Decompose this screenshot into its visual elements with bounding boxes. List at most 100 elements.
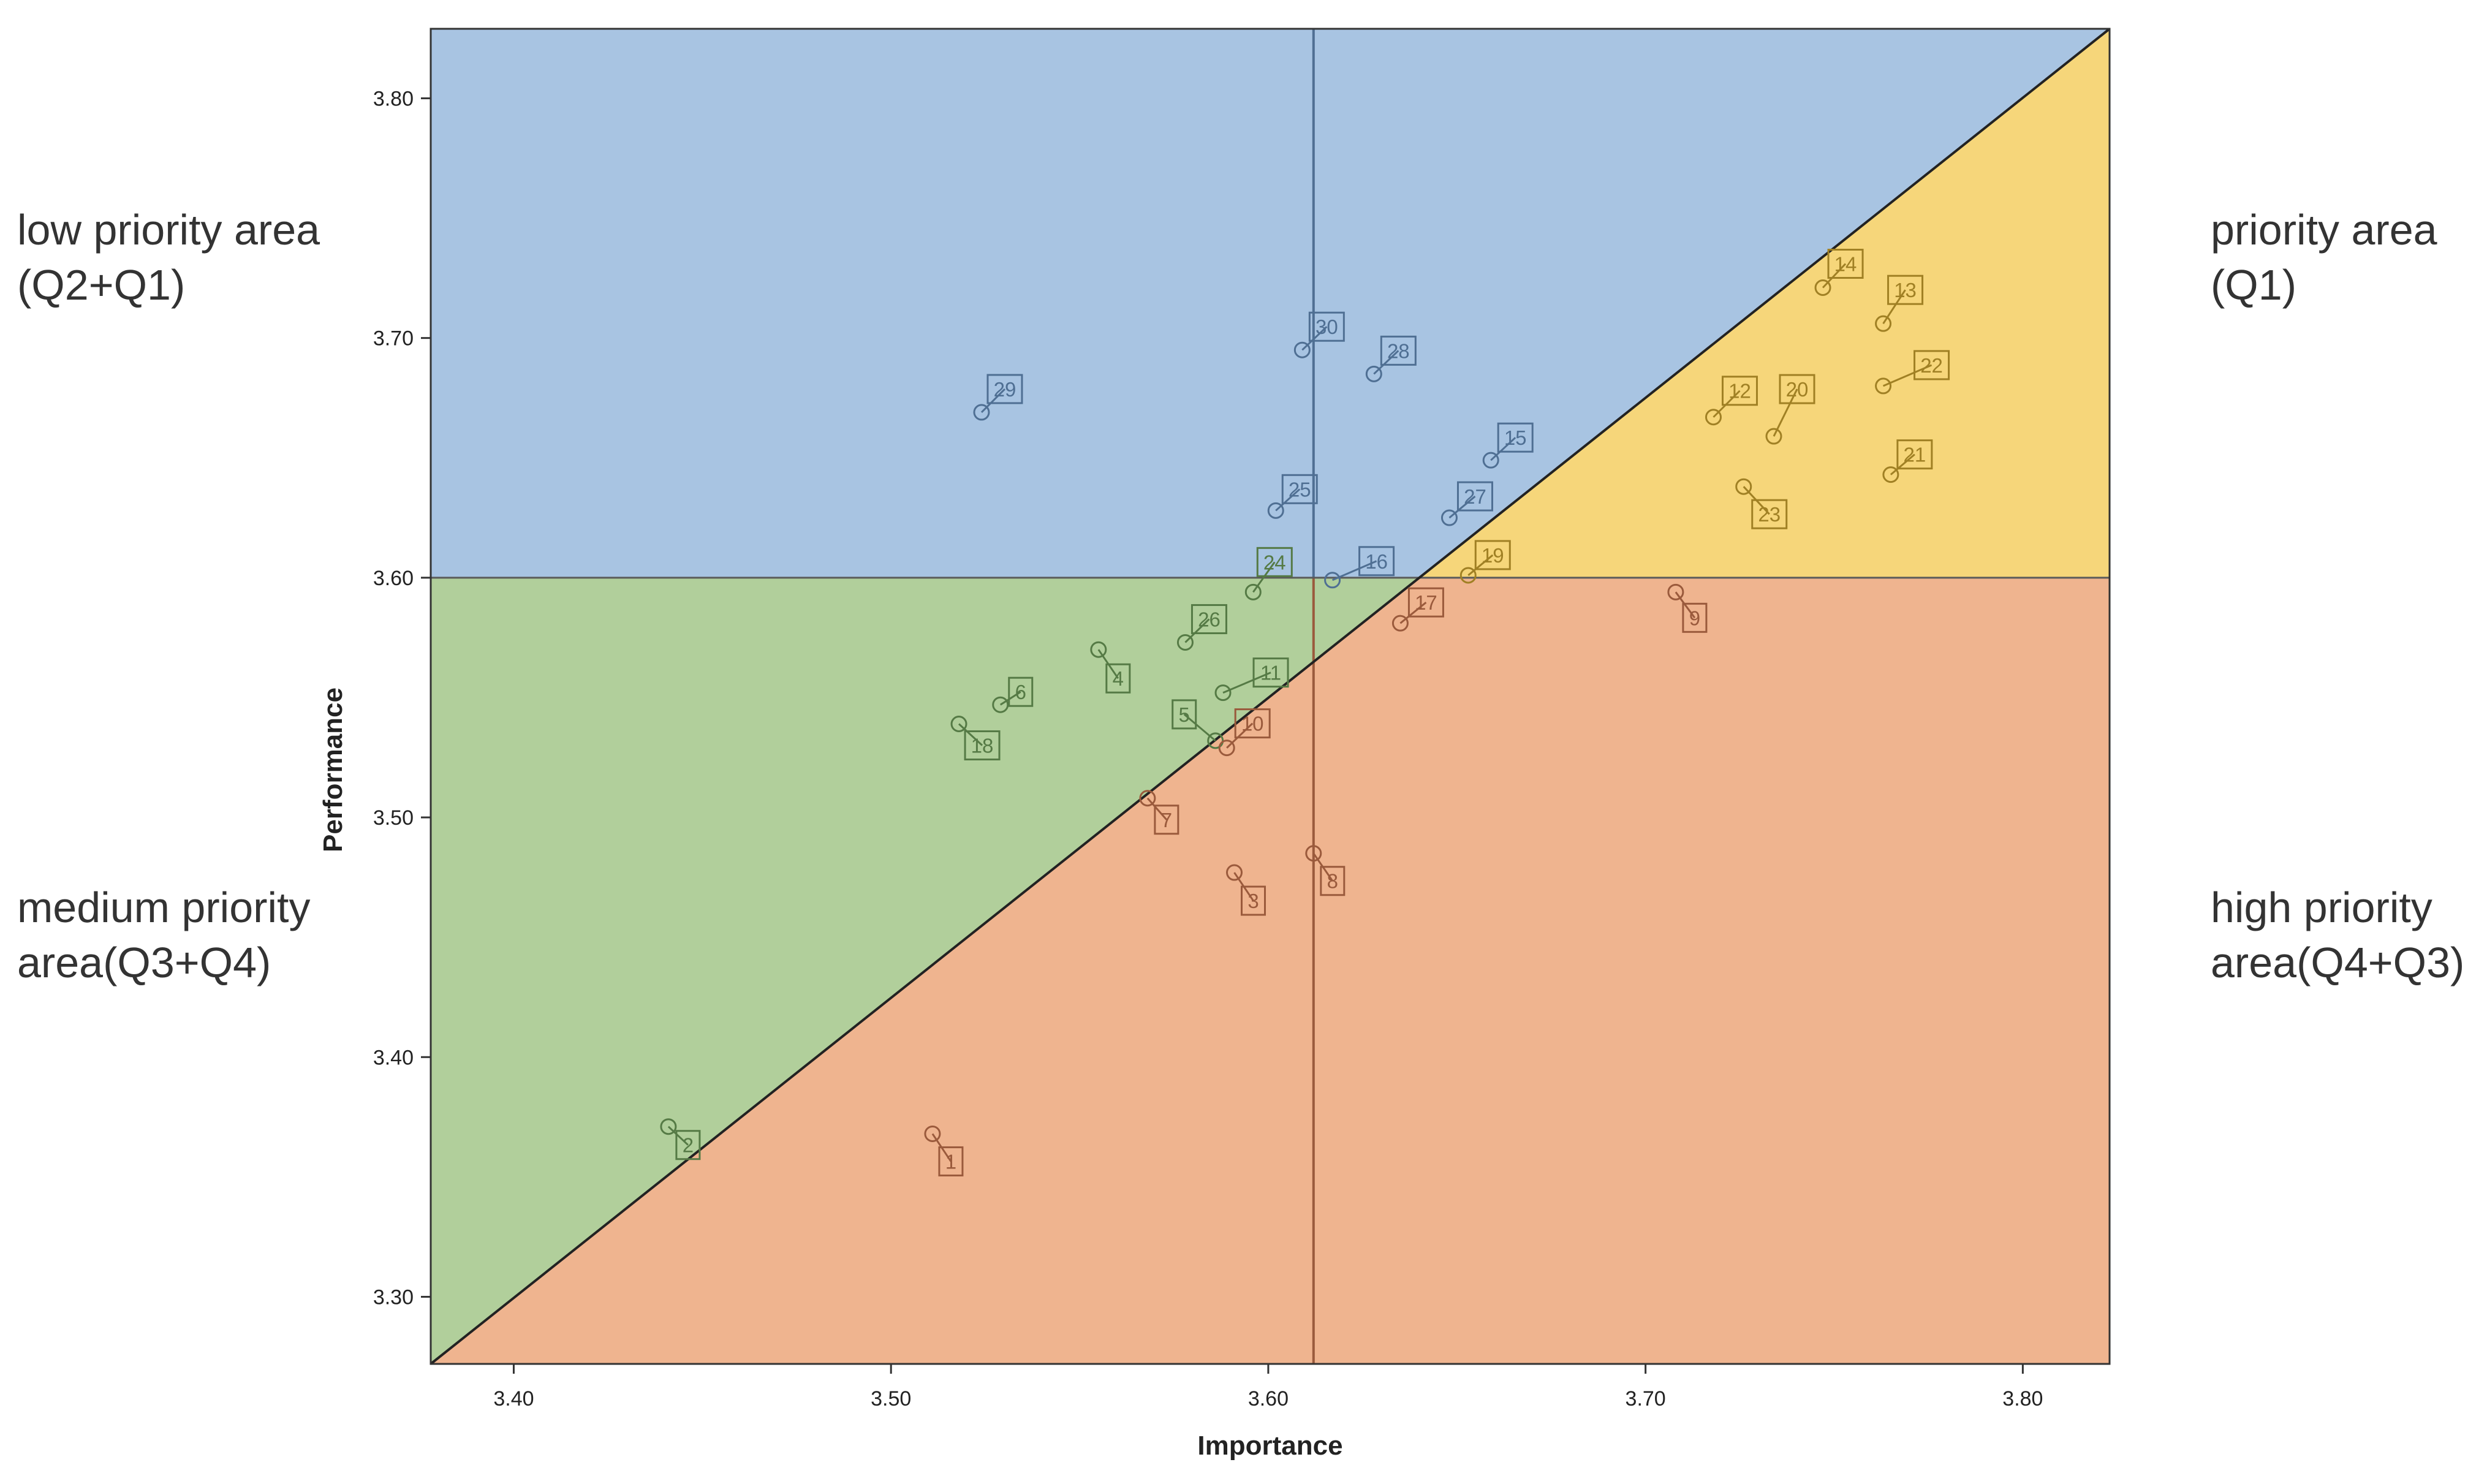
point-27-leader [1448, 495, 1476, 519]
point-27-marker [1440, 509, 1458, 526]
x-axis-label: Importance [1197, 1431, 1342, 1461]
y-tick-label: 3.60 [373, 567, 414, 590]
point-26-leader [1184, 618, 1210, 643]
point-6-label-box [1008, 676, 1034, 707]
point-7-label: 7 [1161, 809, 1172, 831]
point-10-marker [1218, 740, 1235, 757]
point-10-label: 10 [1241, 713, 1264, 735]
point-18-marker [950, 715, 967, 732]
point-23-label-box [1751, 499, 1788, 529]
point-15-leader [1490, 437, 1516, 461]
point-4-marker [1090, 641, 1107, 658]
point-21-label: 21 [1904, 444, 1926, 466]
point-21-leader [1890, 453, 1915, 475]
point-3-label-box [1241, 885, 1266, 916]
point-14-label-box [1827, 248, 1864, 279]
point-2-label-box [675, 1130, 701, 1160]
point-28-leader [1373, 350, 1399, 375]
y-axis-label: Performance [318, 687, 348, 852]
point-18-leader [958, 723, 983, 746]
point-6-leader [999, 691, 1021, 706]
point-17-marker [1391, 615, 1409, 632]
x-tick-label: 3.50 [871, 1387, 911, 1410]
point-20-marker [1765, 428, 1782, 445]
point-28-marker [1365, 365, 1382, 382]
point-5-label: 5 [1179, 703, 1190, 726]
point-20-label: 20 [1786, 378, 1809, 401]
x-tick-label: 3.80 [2002, 1387, 2043, 1410]
point-18-label-box [964, 730, 1001, 760]
point-12-marker [1705, 409, 1722, 426]
point-2-leader [667, 1126, 689, 1146]
point-4-label: 4 [1113, 667, 1124, 690]
point-8-label: 8 [1327, 870, 1338, 893]
point-17-leader [1399, 602, 1427, 624]
point-17-label: 17 [1415, 591, 1437, 614]
y-tick-label: 3.50 [373, 806, 414, 830]
medium-priority-area-label: medium priority area(Q3+Q4) [17, 884, 311, 986]
point-11-label: 11 [1260, 662, 1281, 684]
point-3-label: 3 [1247, 890, 1259, 912]
point-6-label: 6 [1015, 681, 1026, 703]
point-1-label: 1 [945, 1150, 956, 1173]
point-13-marker [1875, 315, 1892, 332]
point-1-marker [924, 1125, 941, 1142]
point-16-label-box [1358, 546, 1395, 577]
point-8-marker [1305, 845, 1322, 862]
point-9-leader [1675, 591, 1696, 619]
point-23-label: 23 [1758, 503, 1781, 526]
point-24-marker [1244, 583, 1262, 600]
point-20-leader [1773, 388, 1798, 437]
diagonal-line [430, 28, 2111, 1365]
point-30-leader [1301, 326, 1328, 351]
point-10-label-box [1234, 708, 1271, 739]
y-tick-label: 3.30 [373, 1285, 414, 1309]
point-20-label-box [1779, 374, 1815, 404]
point-29-label-box [986, 374, 1023, 404]
point-17-label-box [1407, 587, 1444, 618]
point-29-leader [980, 388, 1006, 413]
point-14-label: 14 [1834, 252, 1857, 275]
point-13-label-box [1887, 274, 1924, 305]
point-7-marker [1139, 790, 1156, 807]
x-tick-label: 3.40 [493, 1387, 534, 1410]
point-22-label-box [1914, 350, 1950, 380]
axes: 3.40 3.50 3.60 3.70 3.80 3.30 3.40 3.50 3.60 3.70… [373, 28, 2111, 1410]
point-1-label-box [938, 1146, 964, 1176]
high-priority-area-label: high priority area(Q4+Q3) [2211, 884, 2465, 986]
point-9-label: 9 [1689, 607, 1700, 629]
low-priority-area-label: low priority area (Q2+Q1) [17, 206, 320, 309]
point-2-label: 2 [683, 1134, 694, 1157]
low-priority-region [431, 29, 2110, 578]
point-24-label-box [1256, 547, 1293, 577]
point-2-marker [660, 1118, 677, 1135]
point-19-marker [1459, 567, 1477, 584]
y-tick-label: 3.40 [373, 1046, 414, 1069]
point-23-marker [1735, 478, 1752, 495]
reference-lines [430, 28, 2111, 1365]
point-15-marker [1482, 452, 1499, 469]
point-9-marker [1667, 583, 1684, 600]
point-30-marker [1293, 341, 1311, 358]
point-5-label-box [1172, 699, 1197, 730]
priority-area-label: priority area (Q1) [2211, 206, 2437, 309]
high-priority-region [431, 577, 2110, 1365]
point-24-label: 24 [1263, 551, 1286, 574]
point-21-label-box [1896, 439, 1933, 470]
point-28-label: 28 [1387, 339, 1410, 362]
point-22-leader [1882, 364, 1932, 387]
point-19-leader [1467, 554, 1494, 577]
x-tick-label: 3.60 [1248, 1387, 1289, 1410]
x-tick-label: 3.70 [1626, 1387, 1666, 1410]
point-11-marker [1214, 684, 1232, 702]
point-26-label: 26 [1198, 608, 1221, 630]
point-26-marker [1176, 634, 1194, 651]
point-10-leader [1226, 722, 1254, 749]
point-7-leader [1146, 797, 1168, 820]
data-points: 1234567891011121314151617181920212223242… [660, 248, 1950, 1176]
point-4-label-box [1105, 663, 1131, 694]
point-25-label-box [1281, 474, 1318, 504]
point-27-label: 27 [1464, 485, 1486, 508]
point-15-label-box [1497, 422, 1534, 453]
